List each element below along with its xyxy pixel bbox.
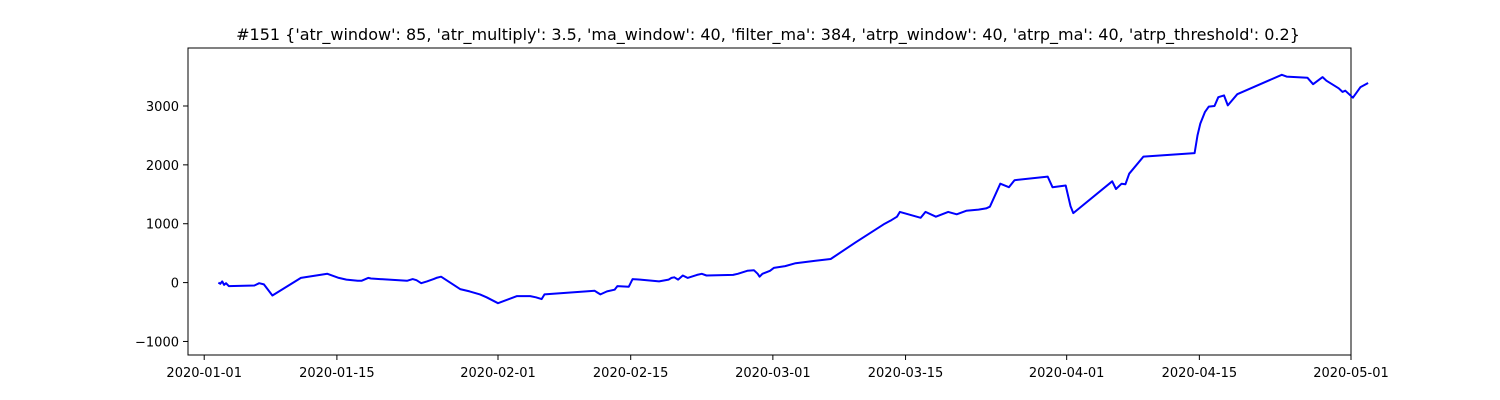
x-tick-label: 2020-03-15 [868,366,944,381]
x-tick-label: 2020-04-15 [1162,366,1238,381]
plot-area [187,47,1352,356]
x-tick-label: 2020-02-15 [593,366,669,381]
x-tick-label: 2020-03-01 [735,366,811,381]
x-tick-label: 2020-02-01 [460,366,536,381]
y-tick-label: 3000 [146,100,179,115]
x-tick-label: 2020-01-01 [166,366,242,381]
y-tick-label: −1000 [135,335,179,350]
y-tick-label: 0 [171,277,179,292]
x-tick-label: 2020-05-01 [1313,366,1389,381]
y-tick-label: 1000 [146,218,179,233]
series-line-equity [217,73,1369,305]
x-axis: 2020-01-01 2020-01-15 2020-02-01 2020-02-15… [166,355,1389,381]
chart-title: #151 {'atr_window': 85, 'atr_multiply': … [236,25,1300,45]
y-tick-label: 2000 [146,159,179,174]
y-axis: −1000 0 1000 2000 3000 [135,100,188,350]
x-tick-label: 2020-01-15 [299,366,375,381]
x-tick-label: 2020-04-01 [1029,366,1105,381]
